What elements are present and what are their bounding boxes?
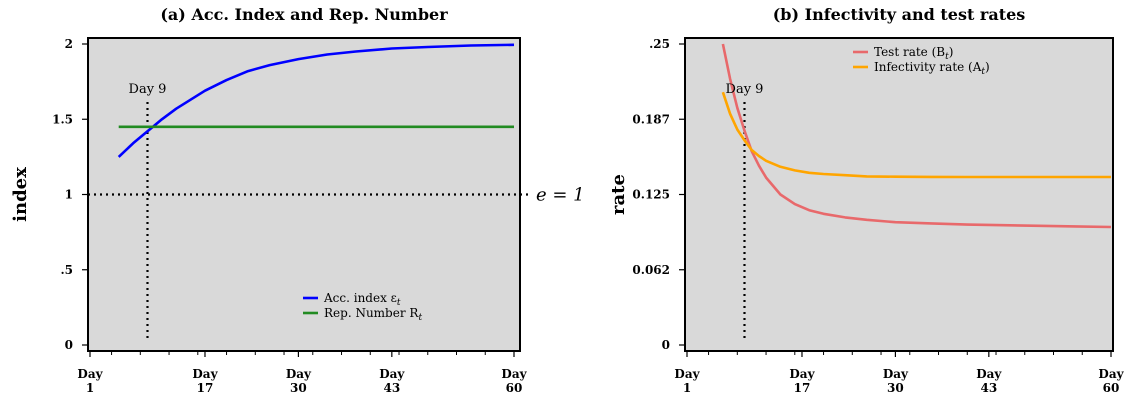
series-line	[721, 91, 1111, 179]
chart-title: (b) Infectivity and test rates	[773, 5, 1026, 24]
x-tick-label: Day	[976, 367, 1002, 381]
x-tick-label: 1	[86, 381, 94, 395]
y-axis-label: index	[10, 167, 31, 222]
legend-label: Acc. index εt	[323, 291, 401, 308]
legend-label: Test rate (Bt)	[874, 45, 953, 62]
chart-a: (a) Acc. Index and Rep. Number index 0 .5 1 1…	[10, 5, 585, 395]
x-tick-label: 60	[1103, 381, 1120, 395]
x-tick-label: Day	[379, 367, 405, 381]
y-tick-label: 0	[65, 338, 73, 352]
y-tick-label: 0.125	[632, 188, 670, 202]
legend-label: Infectivity rate (At)	[874, 60, 990, 77]
y-tick-label: 2	[65, 37, 73, 51]
annotation-e-equals-1: e = 1	[536, 185, 585, 206]
y-tick-label: 0.187	[632, 112, 670, 126]
y-tick-label: 0	[662, 338, 670, 352]
y-tick-label: .5	[60, 263, 73, 277]
y-tick-label: 0.062	[632, 263, 670, 277]
x-tick-label: 43	[383, 381, 400, 395]
x-tick-label: Day	[789, 367, 815, 381]
annotation-day9: Day 9	[129, 82, 167, 97]
series-line	[117, 43, 515, 158]
series-line	[721, 43, 1112, 229]
y-tick-label: .25	[649, 37, 670, 51]
x-tick-label: 1	[683, 381, 691, 395]
x-tick-label: Day	[674, 367, 700, 381]
legend-label: Rep. Number Rt	[324, 306, 422, 323]
x-tick-label: 17	[197, 381, 214, 395]
x-tick-label: Day	[1098, 367, 1124, 381]
y-tick-label: 1.5	[52, 112, 73, 126]
x-tick-label: 17	[794, 381, 811, 395]
chart-b: (b) Infectivity and test rates rate 0 0.062…	[608, 5, 1125, 395]
x-tick-label: 60	[506, 381, 523, 395]
x-tick-label: Day	[286, 367, 312, 381]
x-tick-label: Day	[192, 367, 218, 381]
y-axis-label: rate	[608, 174, 629, 215]
x-tick-label: Day	[77, 367, 103, 381]
chart-title: (a) Acc. Index and Rep. Number	[160, 5, 448, 24]
x-tick-label: 30	[290, 381, 307, 395]
x-tick-label: 30	[887, 381, 904, 395]
x-tick-label: Day	[501, 367, 527, 381]
x-tick-label: Day	[883, 367, 909, 381]
x-tick-label: 43	[980, 381, 997, 395]
plot-area	[684, 37, 1114, 352]
annotation-day9: Day 9	[726, 82, 764, 97]
y-tick-label: 1	[65, 188, 73, 202]
